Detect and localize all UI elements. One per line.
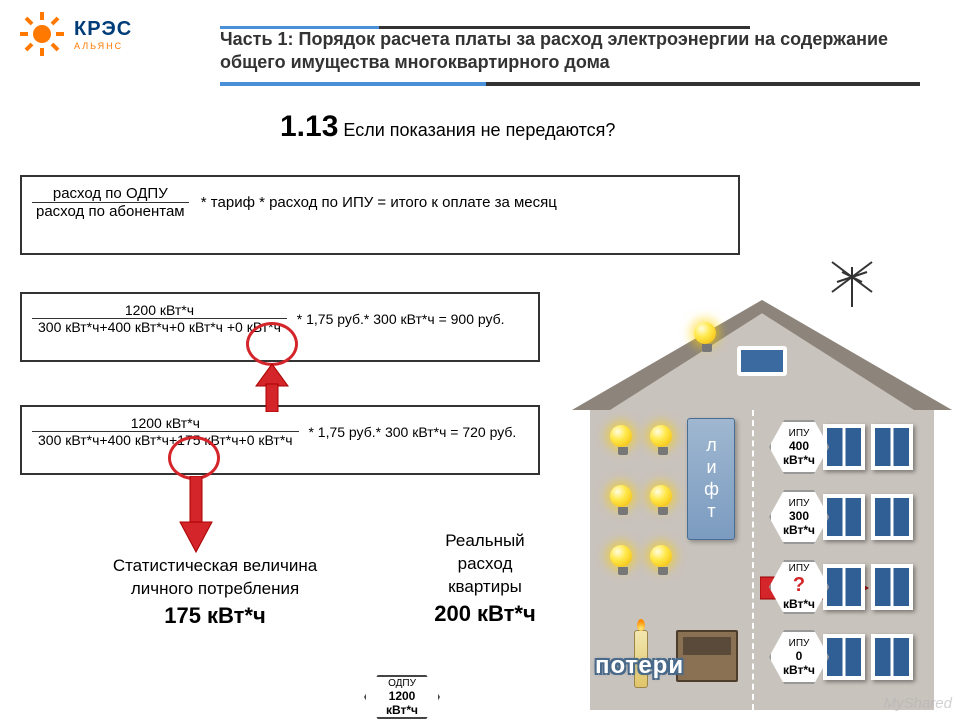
title-rule-bottom (220, 82, 920, 86)
bulb-icon (650, 425, 676, 451)
calc2-tail: * 1,75 руб.* 300 кВт*ч = 720 руб. (308, 424, 516, 440)
real-consumption-label: Реальный расход квартиры 200 кВт*ч (410, 530, 560, 629)
page-title: Часть 1: Порядок расчета платы за расход… (220, 28, 920, 75)
arrow-down-1 (176, 476, 216, 556)
window-icon (871, 494, 913, 540)
odpu-badge: ОДПУ 1200 кВт*ч (364, 675, 440, 719)
sun-icon (18, 10, 66, 58)
bulb-icon (650, 545, 676, 571)
electrical-panel (676, 630, 738, 682)
window-icon (871, 424, 913, 470)
apartment-row: ИПУ 300 кВт*ч (777, 488, 933, 546)
logo-brand: КРЭС (74, 18, 132, 41)
real-consumption-value: 200 кВт*ч (410, 599, 560, 629)
bulb-icon (610, 545, 636, 571)
highlight-circle-2 (168, 436, 220, 480)
formula-denominator: расход по абонентам (32, 203, 189, 220)
section-heading: 1.13 Если показания не передаются? (280, 110, 615, 144)
apartment-row: ИПУ ? кВт*ч (777, 558, 933, 616)
losses-label: потери (595, 652, 684, 680)
calculation-2: 1200 кВт*ч 300 кВт*ч+400 кВт*ч+175 кВт*ч… (20, 405, 540, 475)
bulb-icon (650, 485, 676, 511)
statistical-value: 175 кВт*ч (50, 601, 380, 631)
logo: КРЭС АЛЬЯНС (18, 10, 132, 58)
meter-badge: ИПУ 300 кВт*ч (769, 490, 829, 544)
window-icon (823, 564, 865, 610)
bulb-icon (610, 425, 636, 451)
bulb-icon (694, 322, 720, 348)
highlight-circle-1 (246, 322, 298, 366)
attic-window (737, 346, 787, 376)
apartment-row: ИПУ 400 кВт*ч (777, 418, 933, 476)
meter-badge: ИПУ 0 кВт*ч (769, 630, 829, 684)
window-icon (823, 634, 865, 680)
antenna-icon (812, 252, 892, 312)
calc1-tail: * 1,75 руб.* 300 кВт*ч = 900 руб. (297, 311, 505, 327)
arrow-up-1 (252, 362, 292, 412)
watermark: MyShared (884, 695, 952, 712)
formula-numerator: расход по ОДПУ (32, 185, 189, 203)
window-icon (823, 424, 865, 470)
statistical-label: Статистическая величина личного потребле… (50, 555, 380, 631)
divider-dashed (752, 410, 754, 710)
window-icon (871, 634, 913, 680)
formula-box: расход по ОДПУ расход по абонентам * тар… (20, 175, 740, 255)
meter-badge: ИПУ ? кВт*ч (769, 560, 829, 614)
odpu-value: 1200 (389, 689, 416, 703)
calc2-den: 300 кВт*ч+400 кВт*ч+175 кВт*ч+0 кВт*ч (32, 432, 299, 448)
meter-badge: ИПУ 400 кВт*ч (769, 420, 829, 474)
apartment-row: ИПУ 0 кВт*ч (777, 628, 933, 686)
elevator: лифт (687, 418, 735, 540)
window-icon (823, 494, 865, 540)
bulb-icon (610, 485, 636, 511)
house-diagram: лифт потери ИПУ 400 кВт*ч ИПУ 300 кВт*ч … (572, 260, 952, 710)
section-number: 1.13 (280, 110, 338, 143)
calc1-num: 1200 кВт*ч (32, 302, 287, 319)
logo-subtitle: АЛЬЯНС (74, 41, 132, 51)
odpu-label: ОДПУ (388, 678, 416, 689)
section-question: Если показания не передаются? (343, 120, 615, 140)
window-icon (871, 564, 913, 610)
odpu-unit: кВт*ч (386, 703, 418, 717)
formula-tail: * тариф * расход по ИПУ = итого к оплате… (201, 194, 557, 211)
calc2-num: 1200 кВт*ч (32, 415, 299, 432)
